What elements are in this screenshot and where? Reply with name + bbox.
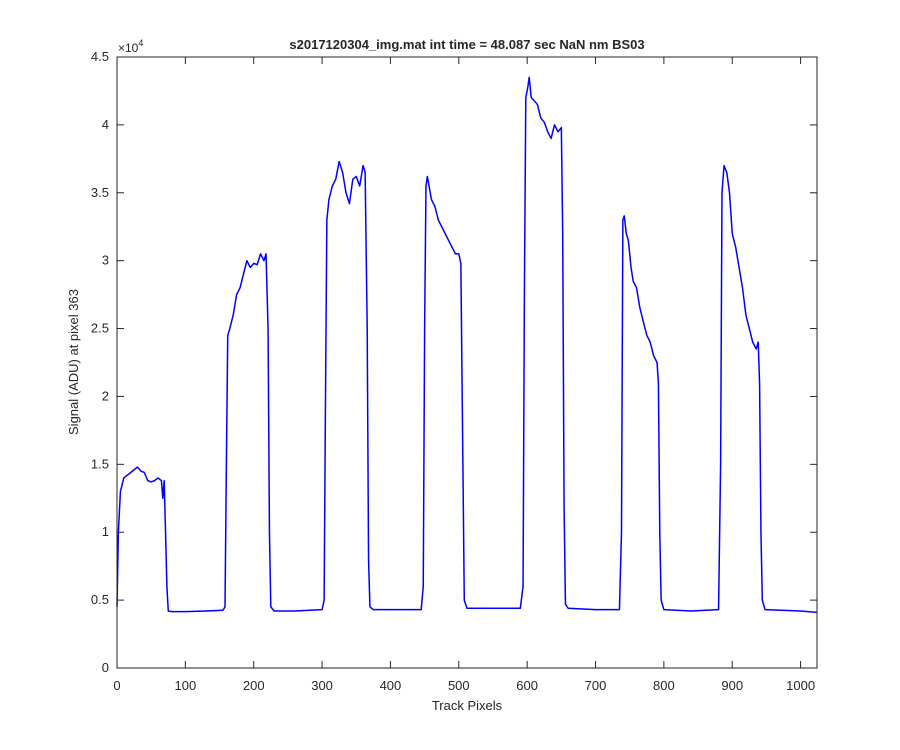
y-tick-label: 4.5 — [91, 49, 109, 64]
y-multiplier-base: ×10 — [118, 41, 139, 55]
x-tick-label: 100 — [175, 678, 197, 693]
y-tick-label: 2 — [102, 388, 109, 403]
y-tick-label: 0 — [102, 660, 109, 675]
y-tick-label: 3.5 — [91, 185, 109, 200]
y-tick-label: 4 — [102, 117, 109, 132]
x-axis-label: Track Pixels — [432, 698, 503, 713]
x-tick-label: 500 — [448, 678, 470, 693]
x-tick-label: 300 — [311, 678, 333, 693]
x-tick-label: 200 — [243, 678, 265, 693]
y-tick-label: 2.5 — [91, 321, 109, 336]
axes-box — [116, 56, 818, 669]
x-tick-label: 600 — [516, 678, 538, 693]
x-tick-label: 400 — [380, 678, 402, 693]
x-tick-label: 800 — [653, 678, 675, 693]
y-tick-label: 1 — [102, 524, 109, 539]
y-tick-label: 0.5 — [91, 592, 109, 607]
y-tick-label: 3 — [102, 253, 109, 268]
y-tick-label: 1.5 — [91, 456, 109, 471]
signal-line — [116, 76, 818, 614]
y-axis-label: Signal (ADU) at pixel 363 — [66, 289, 81, 435]
x-tick-label: 900 — [721, 678, 743, 693]
y-multiplier-exponent: 4 — [138, 38, 143, 48]
chart-title: s2017120304_img.mat int time = 48.087 se… — [289, 37, 644, 52]
x-tick-label: 1000 — [786, 678, 815, 693]
y-multiplier: ×104 — [118, 38, 143, 55]
x-tick-label: 0 — [113, 678, 120, 693]
plot-area — [117, 57, 817, 668]
x-tick-label: 700 — [585, 678, 607, 693]
